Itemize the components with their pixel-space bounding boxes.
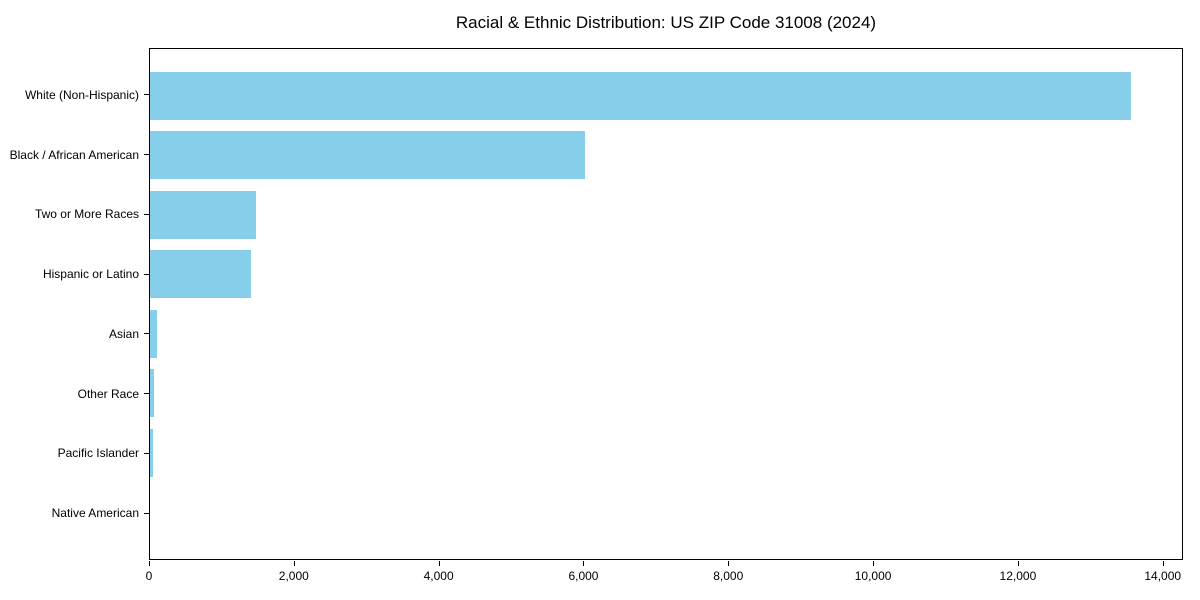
x-axis-tick-label: 2,000 bbox=[278, 569, 309, 583]
bar-row bbox=[150, 304, 1182, 364]
x-axis-tick bbox=[1017, 561, 1019, 566]
x-axis-tick bbox=[438, 561, 440, 566]
y-axis-label: Hispanic or Latino bbox=[42, 267, 139, 282]
y-label-row: Other Race bbox=[0, 364, 149, 424]
x-axis-tick bbox=[583, 561, 585, 566]
x-axis-tick-label: 8,000 bbox=[713, 569, 744, 583]
y-label-row: Pacific Islander bbox=[0, 424, 149, 484]
y-axis-tick bbox=[144, 393, 149, 395]
y-axis-tick bbox=[144, 512, 149, 514]
y-axis-label: Other Race bbox=[77, 386, 139, 401]
x-axis-tick-label: 12,000 bbox=[999, 569, 1037, 583]
bar-rows bbox=[150, 49, 1182, 559]
x-axis-tick-label: 10,000 bbox=[854, 569, 892, 583]
y-axis-tick bbox=[144, 273, 149, 275]
y-label-row: Hispanic or Latino bbox=[0, 244, 149, 304]
x-axis-tick-label: 6,000 bbox=[568, 569, 599, 583]
y-axis-tick bbox=[144, 452, 149, 454]
y-label-row: White (Non-Hispanic) bbox=[0, 65, 149, 125]
bar bbox=[150, 190, 256, 239]
plot-area bbox=[149, 48, 1183, 560]
bar-row bbox=[150, 185, 1182, 245]
y-axis-tick bbox=[144, 94, 149, 96]
y-axis-label: Native American bbox=[51, 506, 139, 521]
x-axis-tick bbox=[149, 561, 150, 566]
y-axis-labels: White (Non-Hispanic) Black / African Amer… bbox=[0, 48, 149, 560]
x-axis-tick bbox=[728, 561, 730, 566]
x-axis-tick-label: 14,000 bbox=[1144, 569, 1182, 583]
y-axis-label: Black / African American bbox=[9, 147, 139, 162]
bar bbox=[150, 428, 153, 477]
x-axis-tick-label: 4,000 bbox=[423, 569, 454, 583]
x-axis-tick-label: 0 bbox=[145, 569, 153, 583]
y-label-row: Native American bbox=[0, 483, 149, 543]
bar-row bbox=[150, 423, 1182, 483]
y-axis-label: Asian bbox=[108, 326, 139, 341]
y-label-row: Black / African American bbox=[0, 125, 149, 185]
y-label-row: Asian bbox=[0, 304, 149, 364]
bar-row bbox=[150, 483, 1182, 543]
bar bbox=[150, 309, 157, 358]
x-axis-tick bbox=[293, 561, 295, 566]
bar-row bbox=[150, 245, 1182, 305]
bar bbox=[150, 131, 586, 180]
bar-row bbox=[150, 66, 1182, 126]
y-axis-tick bbox=[144, 154, 149, 156]
y-axis-tick bbox=[144, 333, 149, 335]
x-axis: 0 2,000 4,000 6,000 8,000 10,000 12,000 14,000 bbox=[145, 560, 1183, 600]
x-axis-tick bbox=[1162, 561, 1164, 566]
y-axis-label: White (Non-Hispanic) bbox=[24, 87, 139, 102]
bar-row bbox=[150, 364, 1182, 424]
bar bbox=[150, 369, 154, 418]
bar-row bbox=[150, 126, 1182, 186]
y-label-row: Two or More Races bbox=[0, 185, 149, 245]
y-axis-label: Two or More Races bbox=[34, 207, 139, 222]
chart-title: Racial & Ethnic Distribution: US ZIP Cod… bbox=[455, 13, 877, 32]
y-axis-tick bbox=[144, 213, 149, 215]
bar bbox=[150, 71, 1132, 120]
x-axis-tick bbox=[873, 561, 875, 566]
bar bbox=[150, 250, 252, 299]
y-axis-label: Pacific Islander bbox=[57, 446, 139, 461]
